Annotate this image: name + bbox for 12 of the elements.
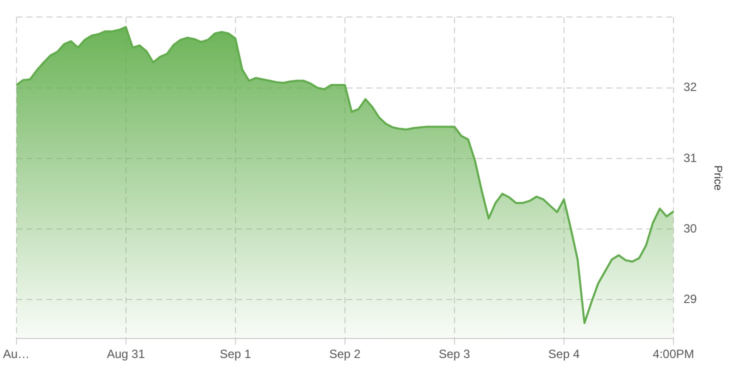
x-tick-label: Au… — [2, 347, 30, 362]
y-tick-label: 32 — [683, 80, 698, 94]
y-tick-label: 31 — [683, 150, 698, 165]
y-axis-title: Price — [711, 165, 724, 190]
y-tick-label: 29 — [683, 292, 698, 306]
x-tick-label: Sep 1 — [220, 347, 252, 362]
x-tick-label: Sep 2 — [329, 347, 361, 362]
x-tick-label: Sep 4 — [548, 347, 580, 362]
x-tick-label: Aug 31 — [106, 347, 146, 362]
x-tick-label: 4:00PM — [652, 347, 694, 362]
y-tick-label: 30 — [683, 221, 698, 236]
x-tick-label: Sep 3 — [438, 347, 470, 362]
